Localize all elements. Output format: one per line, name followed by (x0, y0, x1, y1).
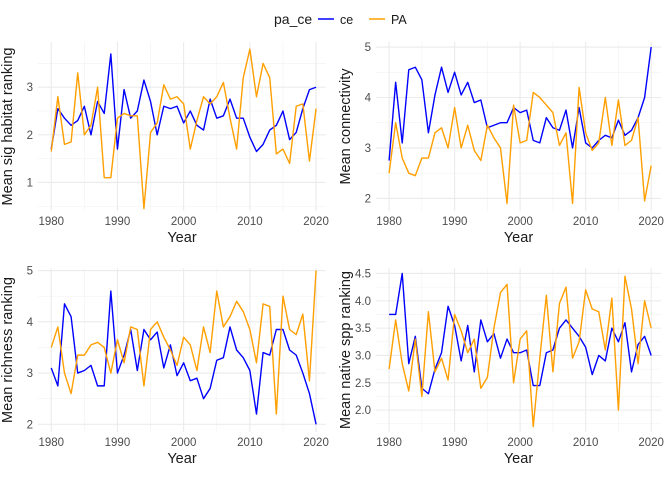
x-axis-title-2: Year (504, 230, 533, 246)
x-tick-label-3-1: 1990 (105, 437, 131, 449)
y-tick-label-4-2: 3.0 (355, 350, 371, 362)
y-tick-label-3-1: 3 (27, 368, 33, 380)
x-tick-label-4-3: 2010 (573, 437, 599, 449)
y-tick-label-2-0: 2 (365, 193, 371, 205)
panel-1: 1980 1990 2000 2010 2020 1 2 3 Year Mean sig habi… (0, 42, 329, 246)
y-tick-label-4-3: 3.5 (355, 323, 371, 335)
legend: pa_ce ce PA (274, 11, 407, 27)
x-tick-label-3-4: 2020 (303, 437, 329, 449)
panel-2: 1980 1990 2000 2010 2020 2 3 4 5 Year Mean connect… (338, 42, 664, 246)
series-line-ce-2 (388, 46, 652, 161)
panels-container: 1980 1990 2000 2010 2020 1 2 3 Year Mean sig habi… (0, 42, 664, 467)
x-tick-label-3-3: 2010 (237, 437, 263, 449)
x-tick-label-3-2: 2000 (171, 437, 197, 449)
x-tick-label-2-3: 2010 (573, 216, 599, 228)
x-tick-label-2-2: 2000 (507, 216, 533, 228)
series-line-pa-1 (50, 48, 317, 210)
series-line-pa-3 (50, 270, 317, 415)
y-tick-label-1-1: 2 (27, 130, 33, 142)
legend-label-pa: PA (391, 13, 407, 27)
x-tick-label-4-4: 2020 (638, 437, 664, 449)
legend-title: pa_ce (274, 11, 312, 27)
x-tick-label-1-2: 2000 (171, 216, 197, 228)
y-axis-title-1: Mean sig habitat ranking (0, 48, 16, 206)
y-tick-label-4-4: 4.0 (355, 296, 371, 308)
panel-4: 1980 1990 2000 2010 2020 2.0 2.5 3.0 3.5 4.0 4.5 Ye… (338, 268, 664, 467)
x-axis-title-3: Year (167, 451, 196, 467)
x-tick-label-2-4: 2020 (638, 216, 664, 228)
y-tick-label-2-2: 4 (365, 92, 372, 104)
y-tick-label-1-0: 1 (27, 177, 33, 189)
x-tick-label-4-1: 1990 (442, 437, 468, 449)
panel-3: 1980 1990 2000 2010 2020 2 3 4 5 Year Mean richnes… (0, 266, 329, 467)
series-line-pa-4 (388, 275, 652, 428)
y-axis-title-4: Mean native spp ranking (338, 271, 354, 429)
x-tick-label-4-0: 1980 (376, 437, 402, 449)
series-line-ce-1 (50, 53, 317, 153)
y-tick-label-4-1: 2.5 (355, 378, 371, 390)
x-tick-label-2-1: 1990 (442, 216, 468, 228)
y-tick-label-3-2: 4 (27, 317, 34, 329)
y-tick-label-3-0: 2 (27, 419, 33, 431)
y-tick-label-4-5: 4.5 (355, 268, 371, 280)
x-tick-label-2-0: 1980 (376, 216, 402, 228)
series-line-pa-2 (388, 86, 652, 205)
x-tick-label-3-0: 1980 (38, 437, 64, 449)
x-axis-title-4: Year (504, 451, 533, 467)
y-tick-label-1-2: 3 (27, 82, 33, 94)
x-axis-title-1: Year (167, 230, 196, 246)
x-tick-label-4-2: 2000 (507, 437, 533, 449)
x-tick-label-1-4: 2020 (303, 216, 329, 228)
x-tick-label-1-3: 2010 (237, 216, 263, 228)
y-tick-label-4-0: 2.0 (355, 405, 371, 417)
x-tick-label-1-1: 1990 (105, 216, 131, 228)
series-line-ce-4 (389, 272, 652, 395)
y-tick-label-3-3: 5 (27, 266, 33, 278)
y-tick-label-2-1: 3 (365, 143, 371, 155)
y-tick-label-2-3: 5 (365, 42, 371, 54)
y-axis-title-3: Mean richness ranking (0, 277, 16, 423)
y-axis-title-2: Mean connectivity (338, 68, 354, 185)
legend-label-ce: ce (340, 13, 353, 27)
x-tick-label-1-0: 1980 (38, 216, 64, 228)
